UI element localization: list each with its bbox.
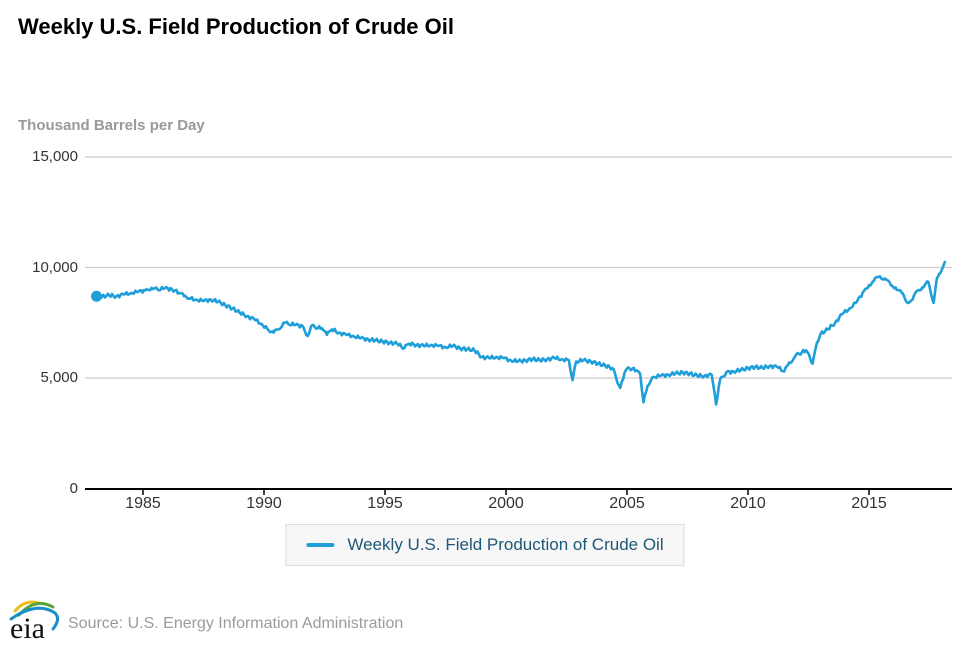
page-title: Weekly U.S. Field Production of Crude Oi… (18, 14, 454, 39)
x-tick-label: 1995 (367, 495, 403, 512)
y-tick-label: 5,000 (40, 369, 78, 386)
x-tick-label: 1985 (125, 495, 161, 512)
eia-logo: eia (9, 600, 60, 642)
x-tick-label: 2005 (609, 495, 645, 512)
y-tick-label: 0 (69, 479, 78, 497)
legend-series-label: Weekly U.S. Field Production of Crude Oi… (347, 535, 664, 554)
y-tick-label: 15,000 (32, 148, 78, 165)
y-tick-label: 10,000 (32, 258, 78, 276)
first-point-marker (91, 290, 103, 302)
x-tick-label: 1990 (246, 495, 282, 512)
eia-logo-blue-arc (9, 606, 60, 631)
x-tick-label: 2000 (488, 495, 524, 512)
y-axis-title: Thousand Barrels per Day (18, 117, 205, 134)
legend: Weekly U.S. Field Production of Crude Oi… (285, 524, 685, 566)
series-line (95, 260, 947, 406)
source-text: Source: U.S. Energy Information Administ… (68, 615, 404, 632)
x-tick-label: 2015 (851, 495, 887, 512)
legend-line-swatch (306, 543, 335, 547)
x-tick-label: 2010 (730, 495, 766, 512)
eia-logo-text: eia (10, 612, 45, 642)
